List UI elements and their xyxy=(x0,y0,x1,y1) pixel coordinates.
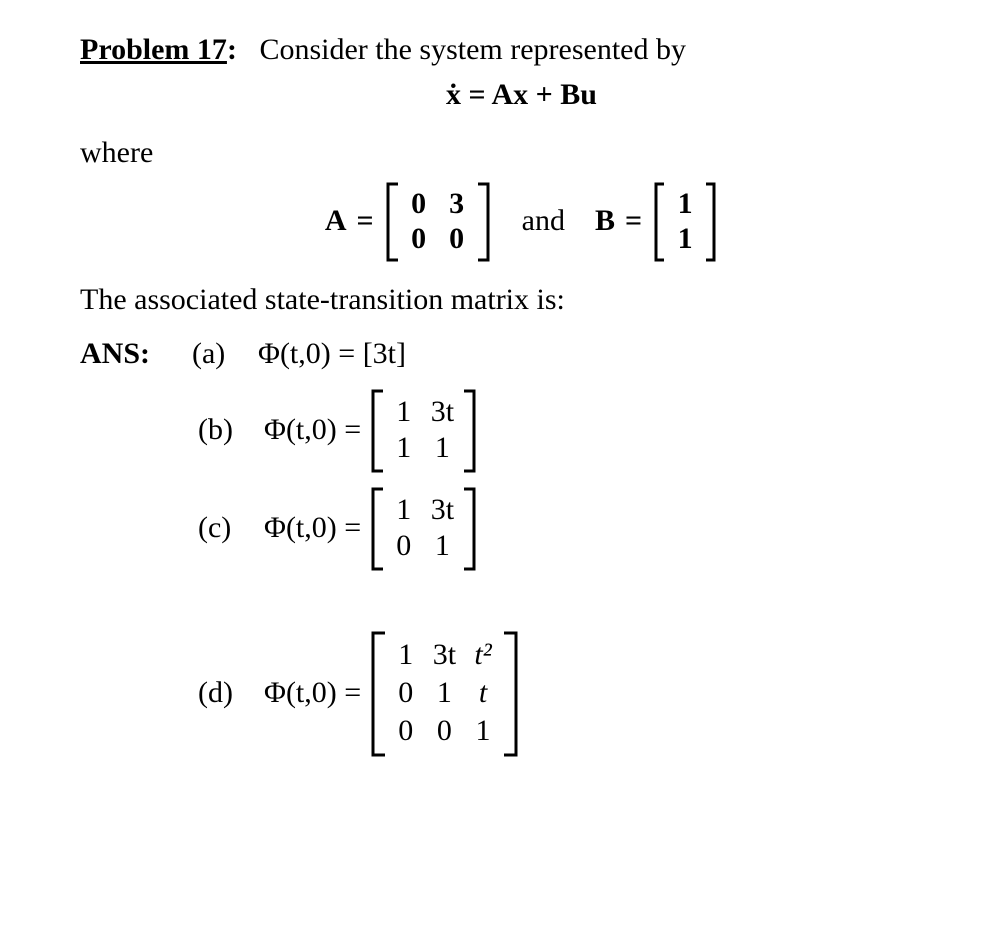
d-cell: 3t xyxy=(425,635,464,676)
left-bracket-icon xyxy=(652,182,666,262)
option-d-label: (d) xyxy=(198,673,248,714)
problem-colon: : xyxy=(227,33,237,66)
left-bracket-icon xyxy=(369,487,385,571)
d-cell: 0 xyxy=(387,673,425,714)
option-c-row: (c) Φ(t,0) = 1 3t 0 1 xyxy=(198,487,963,571)
d-cell: 1 xyxy=(425,673,463,714)
A-cell: 0 xyxy=(438,219,476,260)
matrix-A-group: A = 0 3 0 0 xyxy=(325,182,492,262)
phi-symbol: Φ xyxy=(258,334,280,375)
option-a-rhs: [3t] xyxy=(363,334,406,375)
right-bracket-icon xyxy=(704,182,718,262)
matrix-B-group: B = 1 1 xyxy=(595,182,718,262)
b-cell: 3t xyxy=(423,392,462,433)
option-a-label: (a) xyxy=(192,334,242,375)
eq-sign: = xyxy=(625,201,642,242)
phi-symbol: Φ xyxy=(264,508,286,549)
problem-intro: Consider the system represented by xyxy=(259,33,686,66)
option-c-label: (c) xyxy=(198,508,248,549)
problem-label: Problem 17 xyxy=(80,33,227,66)
B-label: B xyxy=(595,201,615,242)
eq-sign: = xyxy=(344,410,361,451)
eq-sign: = xyxy=(344,673,361,714)
option-b-expr: Φ(t,0) = 1 3t 1 1 xyxy=(264,389,478,473)
d-cell: 0 xyxy=(387,711,425,752)
c-cell: 3t xyxy=(423,490,462,531)
left-bracket-icon xyxy=(384,182,400,262)
phi-args: (t,0) xyxy=(286,508,337,549)
option-d-expr: Φ(t,0) = 1 3t t² 0 1 t 0 0 1 xyxy=(264,631,520,757)
option-a-expr: Φ(t,0) = [3t] xyxy=(258,334,406,375)
eq-sign: = xyxy=(338,334,355,375)
right-bracket-icon xyxy=(502,631,520,757)
A-cell: 0 xyxy=(400,219,438,260)
ans-label: ANS: xyxy=(80,334,176,375)
and-text: and xyxy=(522,201,565,242)
B-cell: 1 xyxy=(666,219,704,260)
right-bracket-icon xyxy=(462,389,478,473)
matrices-row: A = 0 3 0 0 and B = 1 1 xyxy=(80,182,963,262)
phi-args: (t,0) xyxy=(286,410,337,451)
state-equation: ẋ = Ax + Bu xyxy=(80,75,963,116)
c-cell: 1 xyxy=(385,490,423,531)
phi-symbol: Φ xyxy=(264,410,286,451)
phi-symbol: Φ xyxy=(264,673,286,714)
d-cell: 0 xyxy=(425,711,463,752)
left-bracket-icon xyxy=(369,389,385,473)
d-cell: 1 xyxy=(387,635,425,676)
b-cell: 1 xyxy=(385,428,423,469)
left-bracket-icon xyxy=(369,631,387,757)
A-label: A xyxy=(325,201,347,242)
option-a-row: ANS: (a) Φ(t,0) = [3t] xyxy=(80,334,963,375)
eq-sign: = xyxy=(357,201,374,242)
where-text: where xyxy=(80,133,963,174)
b-cell: 1 xyxy=(423,428,461,469)
matrix-b: 1 3t 1 1 xyxy=(369,389,478,473)
c-cell: 1 xyxy=(423,526,461,567)
option-c-expr: Φ(t,0) = 1 3t 0 1 xyxy=(264,487,478,571)
phi-args: (t,0) xyxy=(280,334,331,375)
d-cell: t² xyxy=(464,635,502,676)
d-cell: 1 xyxy=(464,711,502,752)
option-b-label: (b) xyxy=(198,410,248,451)
b-cell: 1 xyxy=(385,392,423,433)
matrix-c: 1 3t 0 1 xyxy=(369,487,478,571)
matrix-A: 0 3 0 0 xyxy=(384,182,492,262)
c-cell: 0 xyxy=(385,526,423,567)
eq-sign: = xyxy=(344,508,361,549)
right-bracket-icon xyxy=(462,487,478,571)
phi-args: (t,0) xyxy=(286,673,337,714)
statement-text: The associated state-transition matrix i… xyxy=(80,280,963,321)
option-d-row: (d) Φ(t,0) = 1 3t t² 0 1 t 0 0 1 xyxy=(198,631,963,757)
right-bracket-icon xyxy=(476,182,492,262)
option-b-row: (b) Φ(t,0) = 1 3t 1 1 xyxy=(198,389,963,473)
matrix-B: 1 1 xyxy=(652,182,718,262)
matrix-d: 1 3t t² 0 1 t 0 0 1 xyxy=(369,631,520,757)
problem-heading-line: Problem 17: Consider the system represen… xyxy=(80,30,963,71)
d-cell: t xyxy=(464,673,502,714)
